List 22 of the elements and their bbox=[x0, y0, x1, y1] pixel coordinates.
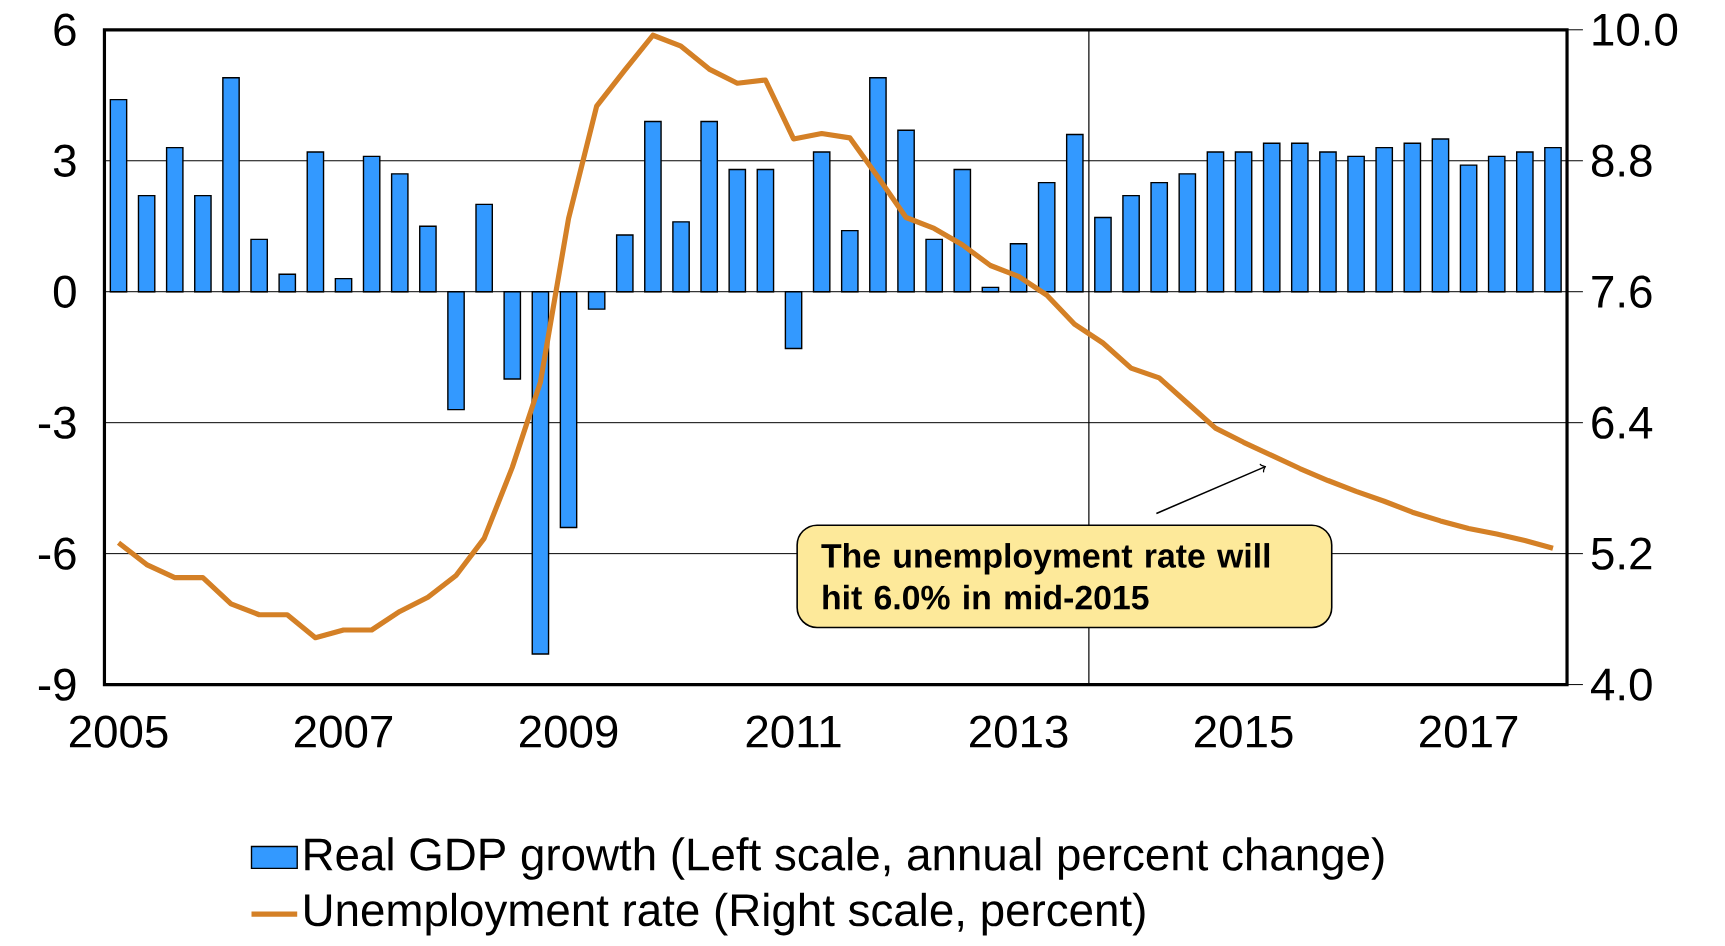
x-tick-label: 2011 bbox=[746, 715, 841, 748]
legend-label: Real GDP growth (Left scale, annual percent change) bbox=[305, 837, 1384, 880]
x-tick-label: 2009 bbox=[520, 715, 618, 748]
y2-tick-label: 8.8 bbox=[1591, 144, 1652, 177]
annotation: The unemployment rate will hit 6.0% in mid-2015 bbox=[821, 543, 1270, 610]
y-tick-label: -9 bbox=[38, 668, 76, 701]
x-tick-label: 2005 bbox=[69, 715, 168, 748]
y2-tick-label: 5.2 bbox=[1591, 537, 1652, 570]
y-tick-label: -3 bbox=[38, 406, 76, 439]
y2-tick-label: 6.4 bbox=[1592, 406, 1653, 439]
x-tick-label: 2015 bbox=[1195, 715, 1293, 748]
legend-label: Unemployment rate (Right scale, percent) bbox=[305, 892, 1145, 936]
y-tick-label: 0 bbox=[53, 275, 76, 308]
y2-tick-label: 7.6 bbox=[1592, 275, 1652, 308]
y2-tick-label: 4.0 bbox=[1591, 668, 1652, 701]
y-tick-label: 6 bbox=[54, 13, 76, 47]
y-tick-label: 3 bbox=[53, 144, 76, 177]
y-tick-label: -6 bbox=[38, 537, 76, 570]
x-tick-label: 2007 bbox=[294, 715, 393, 748]
x-tick-label: 2013 bbox=[970, 715, 1068, 748]
x-tick-label: 2017 bbox=[1420, 715, 1518, 748]
y2-tick-label: 10.0 bbox=[1593, 13, 1678, 47]
